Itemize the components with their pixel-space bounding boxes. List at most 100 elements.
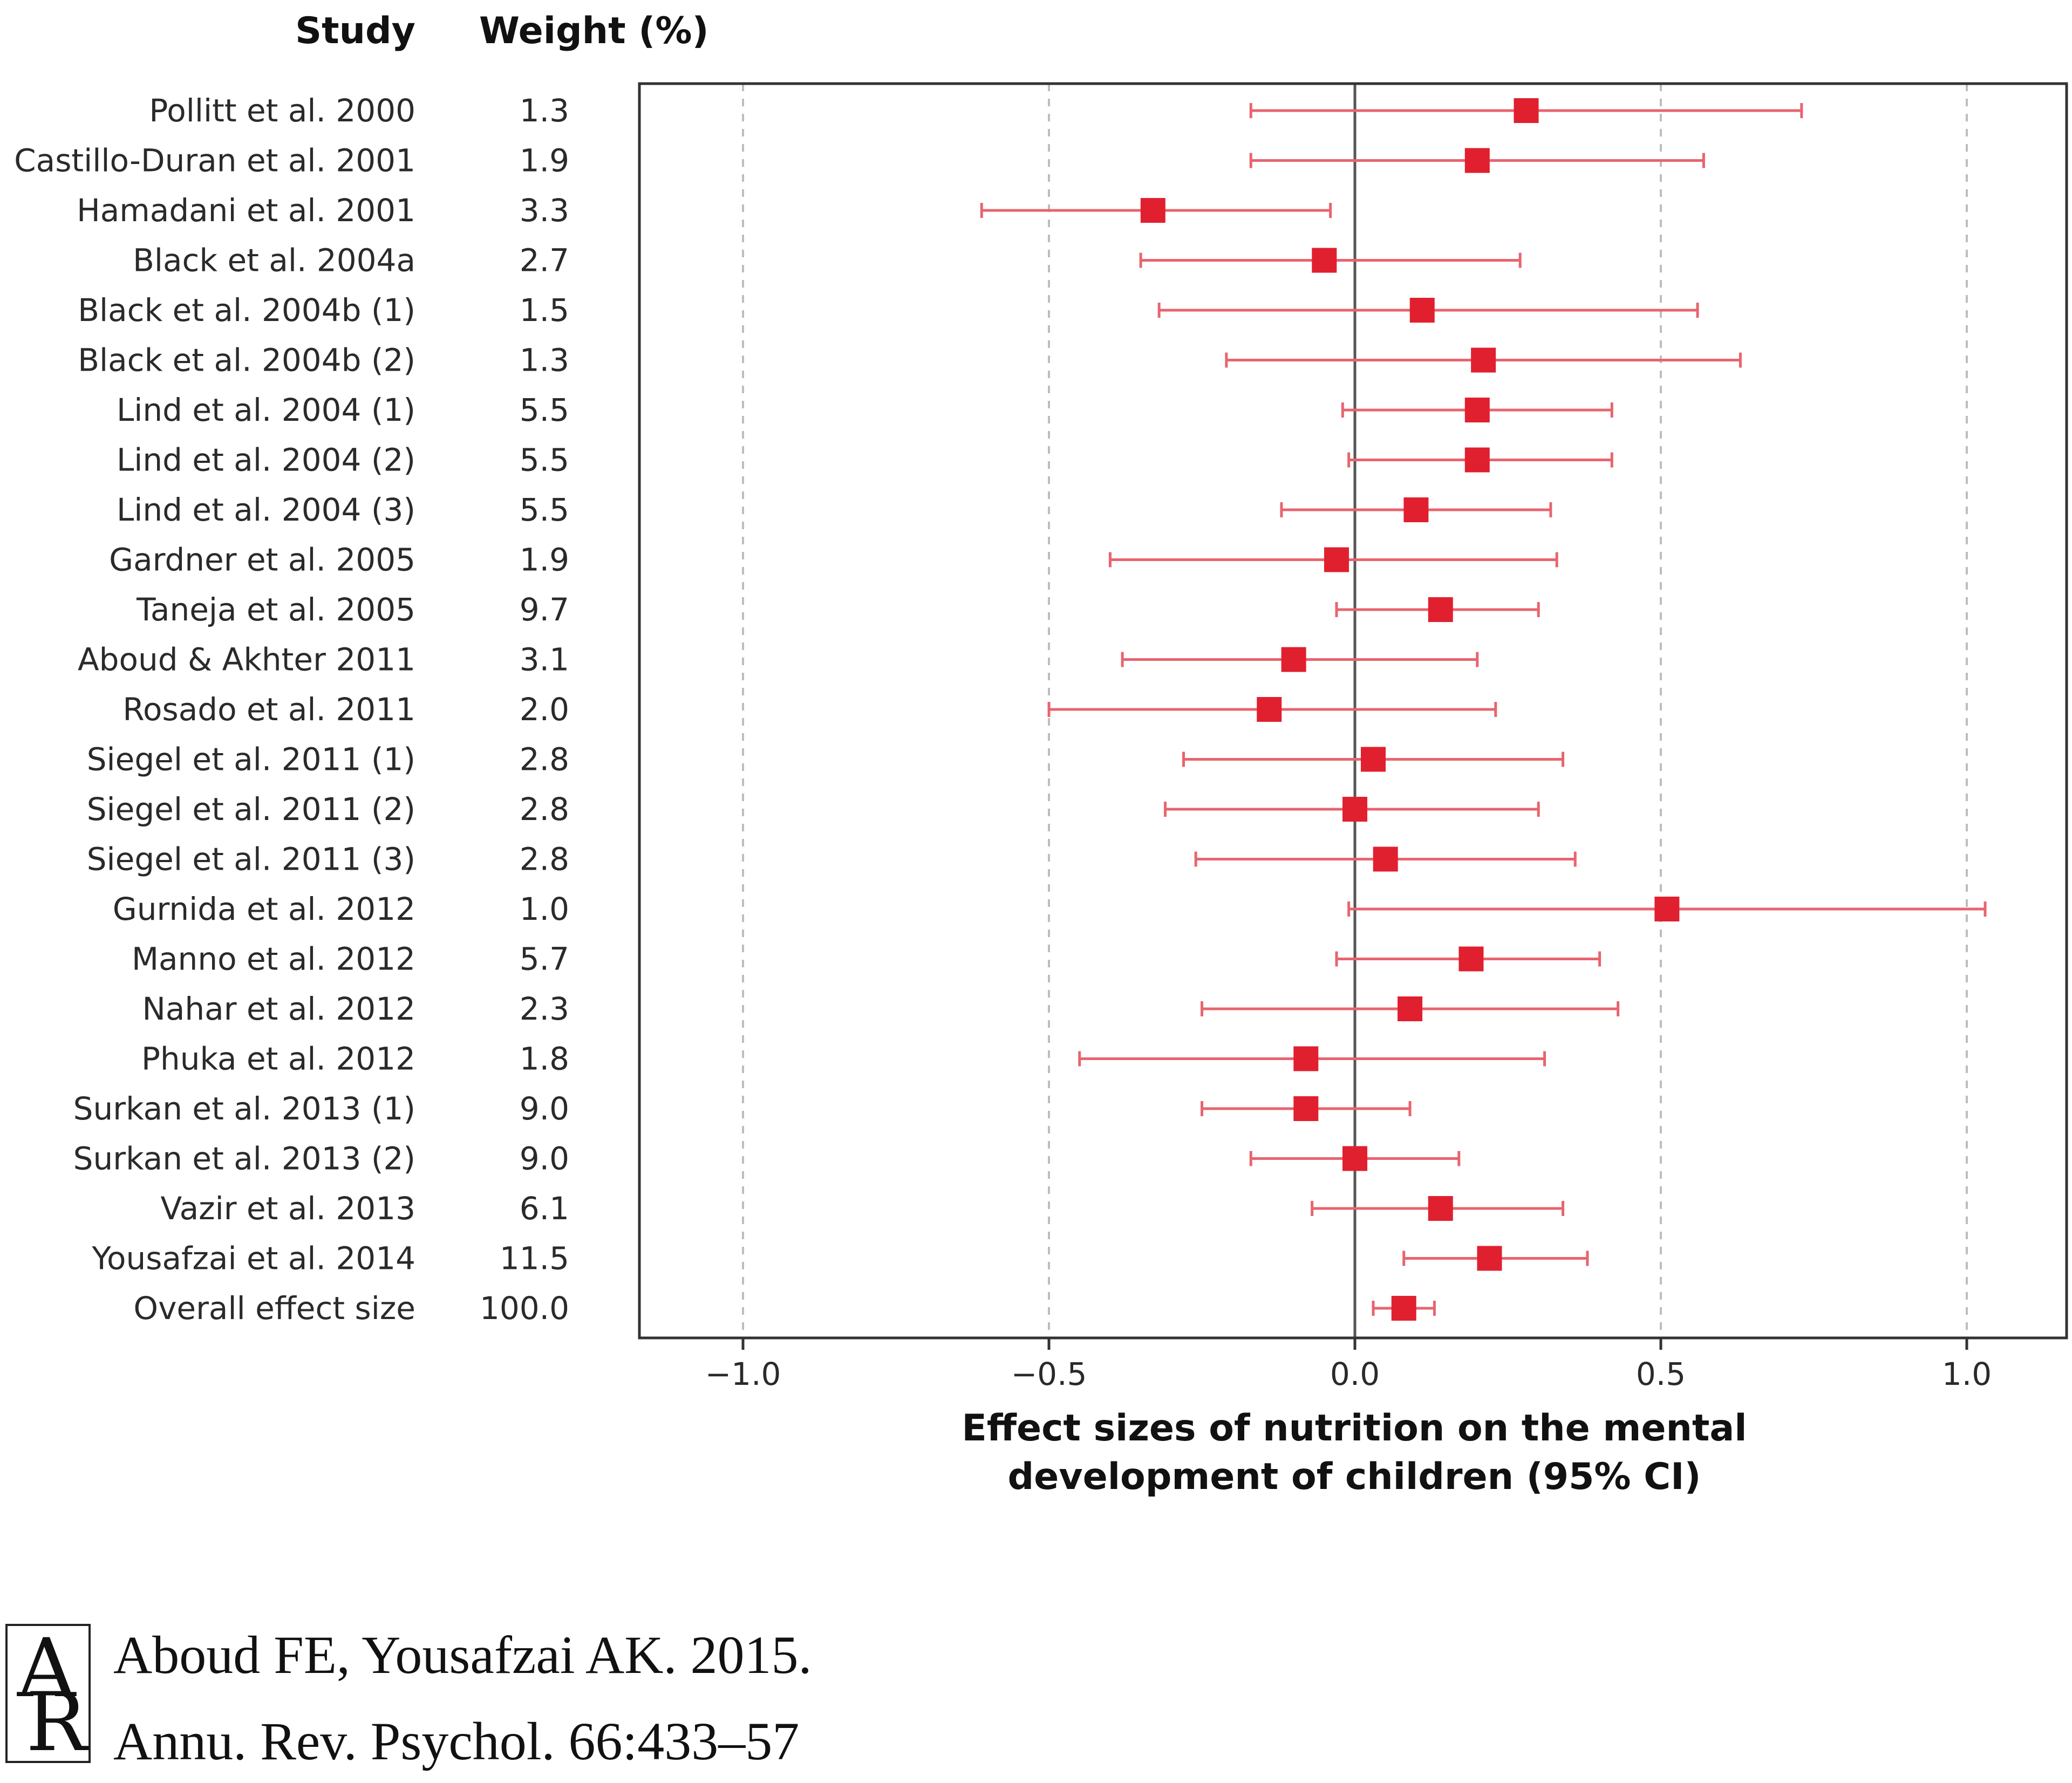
study-name: Yousafzai et al. 2014: [91, 1240, 415, 1277]
study-row: Yousafzai et al. 2014 11.5: [91, 1240, 1589, 1277]
logo-letter-a: A: [17, 1622, 76, 1716]
study-weight: 9.0: [520, 1090, 569, 1127]
study-name: Manno et al. 2012: [132, 941, 415, 978]
study-weight: 2.8: [520, 741, 569, 778]
study-weight: 3.3: [520, 192, 569, 229]
effect-size-marker: [1471, 347, 1496, 373]
study-name: Surkan et al. 2013 (2): [73, 1140, 415, 1177]
study-weight: 1.9: [520, 142, 569, 179]
study-row: Pollitt et al. 2000 1.3: [149, 92, 1803, 129]
effect-size-marker: [1293, 1096, 1319, 1121]
study-name: Siegel et al. 2011 (3): [87, 841, 415, 878]
effect-size-marker: [1464, 148, 1490, 173]
study-name: Siegel et al. 2011 (1): [87, 741, 415, 778]
study-row: Lind et al. 2004 (1) 5.5: [117, 392, 1613, 428]
study-row: Nahar et al. 2012 2.3: [142, 990, 1620, 1027]
study-weight: 3.1: [520, 641, 569, 678]
x-tick-label: 1.0: [1942, 1356, 1992, 1392]
study-weight: 5.5: [520, 392, 569, 428]
study-name: Pollitt et al. 2000: [149, 92, 415, 129]
x-axis-label-line-1: Effect sizes of nutrition on the mental: [962, 1407, 1747, 1450]
study-row: Surkan et al. 2013 (1) 9.0: [73, 1090, 1412, 1127]
study-row: Surkan et al. 2013 (2) 9.0: [73, 1140, 1461, 1177]
study-weight: 1.3: [520, 92, 569, 129]
weight-column-header: Weight (%): [479, 10, 709, 52]
study-weight: 2.8: [520, 791, 569, 828]
effect-size-marker: [1324, 547, 1349, 572]
study-row: Black et al. 2004a 2.7: [133, 242, 1522, 279]
effect-size-marker: [1281, 647, 1306, 672]
effect-size-marker: [1428, 597, 1453, 622]
citation-authors: Aboud FE, Yousafzai AK. 2015.: [113, 1625, 812, 1685]
effect-size-marker: [1464, 447, 1490, 473]
plot-frame: [638, 82, 2068, 1340]
effect-size-marker: [1458, 946, 1484, 972]
study-weight: 1.9: [520, 542, 569, 578]
effect-size-marker: [1654, 897, 1680, 921]
effect-size-marker: [1391, 1296, 1416, 1321]
study-row: Castillo-Duran et al. 2001 1.9: [14, 142, 1705, 179]
study-row: Hamadani et al. 2001 3.3: [77, 192, 1332, 229]
study-row: Black et al. 2004b (2) 1.3: [78, 342, 1742, 379]
study-name: Siegel et al. 2011 (2): [87, 791, 415, 828]
study-row: Aboud & Akhter 2011 3.1: [78, 641, 1479, 678]
study-weight: 5.5: [520, 491, 569, 528]
effect-size-marker: [1361, 747, 1386, 772]
study-weight: 2.7: [520, 242, 569, 279]
study-row: Siegel et al. 2011 (2) 2.8: [87, 791, 1540, 828]
study-name: Vazir et al. 2013: [160, 1190, 415, 1227]
study-name: Rosado et al. 2011: [122, 691, 415, 728]
citation-journal: Annu. Rev. Psychol. 66:433–57: [113, 1711, 800, 1771]
effect-size-marker: [1409, 298, 1435, 323]
x-tick-label: 0.5: [1636, 1356, 1686, 1392]
study-row: Siegel et al. 2011 (1) 2.8: [87, 741, 1565, 778]
study-name: Black et al. 2004a: [133, 242, 415, 279]
study-weight: 6.1: [520, 1190, 569, 1227]
study-weight: 5.7: [520, 941, 569, 978]
effect-size-marker: [1514, 98, 1539, 123]
study-weight: 1.3: [520, 342, 569, 379]
effect-size-marker: [1464, 398, 1490, 422]
study-row: Phuka et al. 2012 1.8: [141, 1041, 1546, 1077]
study-name: Phuka et al. 2012: [141, 1041, 415, 1077]
study-name: Lind et al. 2004 (2): [117, 442, 415, 479]
effect-size-marker: [1342, 1146, 1367, 1171]
study-rows: Pollitt et al. 2000 1.3 Castillo-Duran et …: [14, 92, 1987, 1327]
logo-letter-r: R: [26, 1676, 87, 1770]
study-name: Gardner et al. 2005: [109, 542, 415, 578]
study-weight: 11.5: [500, 1240, 569, 1277]
study-weight: 5.5: [520, 442, 569, 479]
study-name: Surkan et al. 2013 (1): [73, 1090, 415, 1127]
study-name: Nahar et al. 2012: [142, 990, 415, 1027]
study-weight: 9.0: [520, 1140, 569, 1177]
study-weight: 2.3: [520, 990, 569, 1027]
effect-size-marker: [1398, 996, 1423, 1021]
effect-size-marker: [1373, 846, 1398, 872]
effect-size-marker: [1428, 1196, 1453, 1221]
study-name: Black et al. 2004b (1): [78, 292, 415, 329]
study-row: Gurnida et al. 2012 1.0: [113, 891, 1987, 927]
study-row: Black et al. 2004b (1) 1.5: [78, 292, 1699, 329]
study-weight: 2.8: [520, 841, 569, 878]
study-name: Hamadani et al. 2001: [77, 192, 415, 229]
effect-size-marker: [1312, 248, 1337, 273]
study-weight: 100.0: [480, 1290, 569, 1327]
study-row: Gardner et al. 2005 1.9: [109, 542, 1558, 578]
study-row: Lind et al. 2004 (2) 5.5: [117, 442, 1613, 479]
grid-lines: [742, 84, 1968, 1338]
x-axis-label-line-2: development of children (95% CI): [1007, 1456, 1701, 1498]
effect-size-marker: [1293, 1046, 1319, 1071]
effect-size-marker: [1257, 697, 1282, 722]
study-name: Lind et al. 2004 (1): [117, 392, 415, 428]
effect-size-marker: [1403, 497, 1429, 522]
study-row: Overall effect size 100.0: [133, 1290, 1436, 1327]
x-tick-label: 0.0: [1330, 1356, 1380, 1392]
study-name: Overall effect size: [133, 1290, 415, 1327]
study-name: Lind et al. 2004 (3): [117, 491, 415, 528]
effect-size-marker: [1477, 1246, 1502, 1271]
citation-block: A R Aboud FE, Yousafzai AK. 2015. Annu. …: [0, 1618, 1079, 1780]
study-weight: 2.0: [520, 691, 569, 728]
study-row: Siegel et al. 2011 (3) 2.8: [87, 841, 1577, 878]
study-name: Gurnida et al. 2012: [113, 891, 415, 927]
